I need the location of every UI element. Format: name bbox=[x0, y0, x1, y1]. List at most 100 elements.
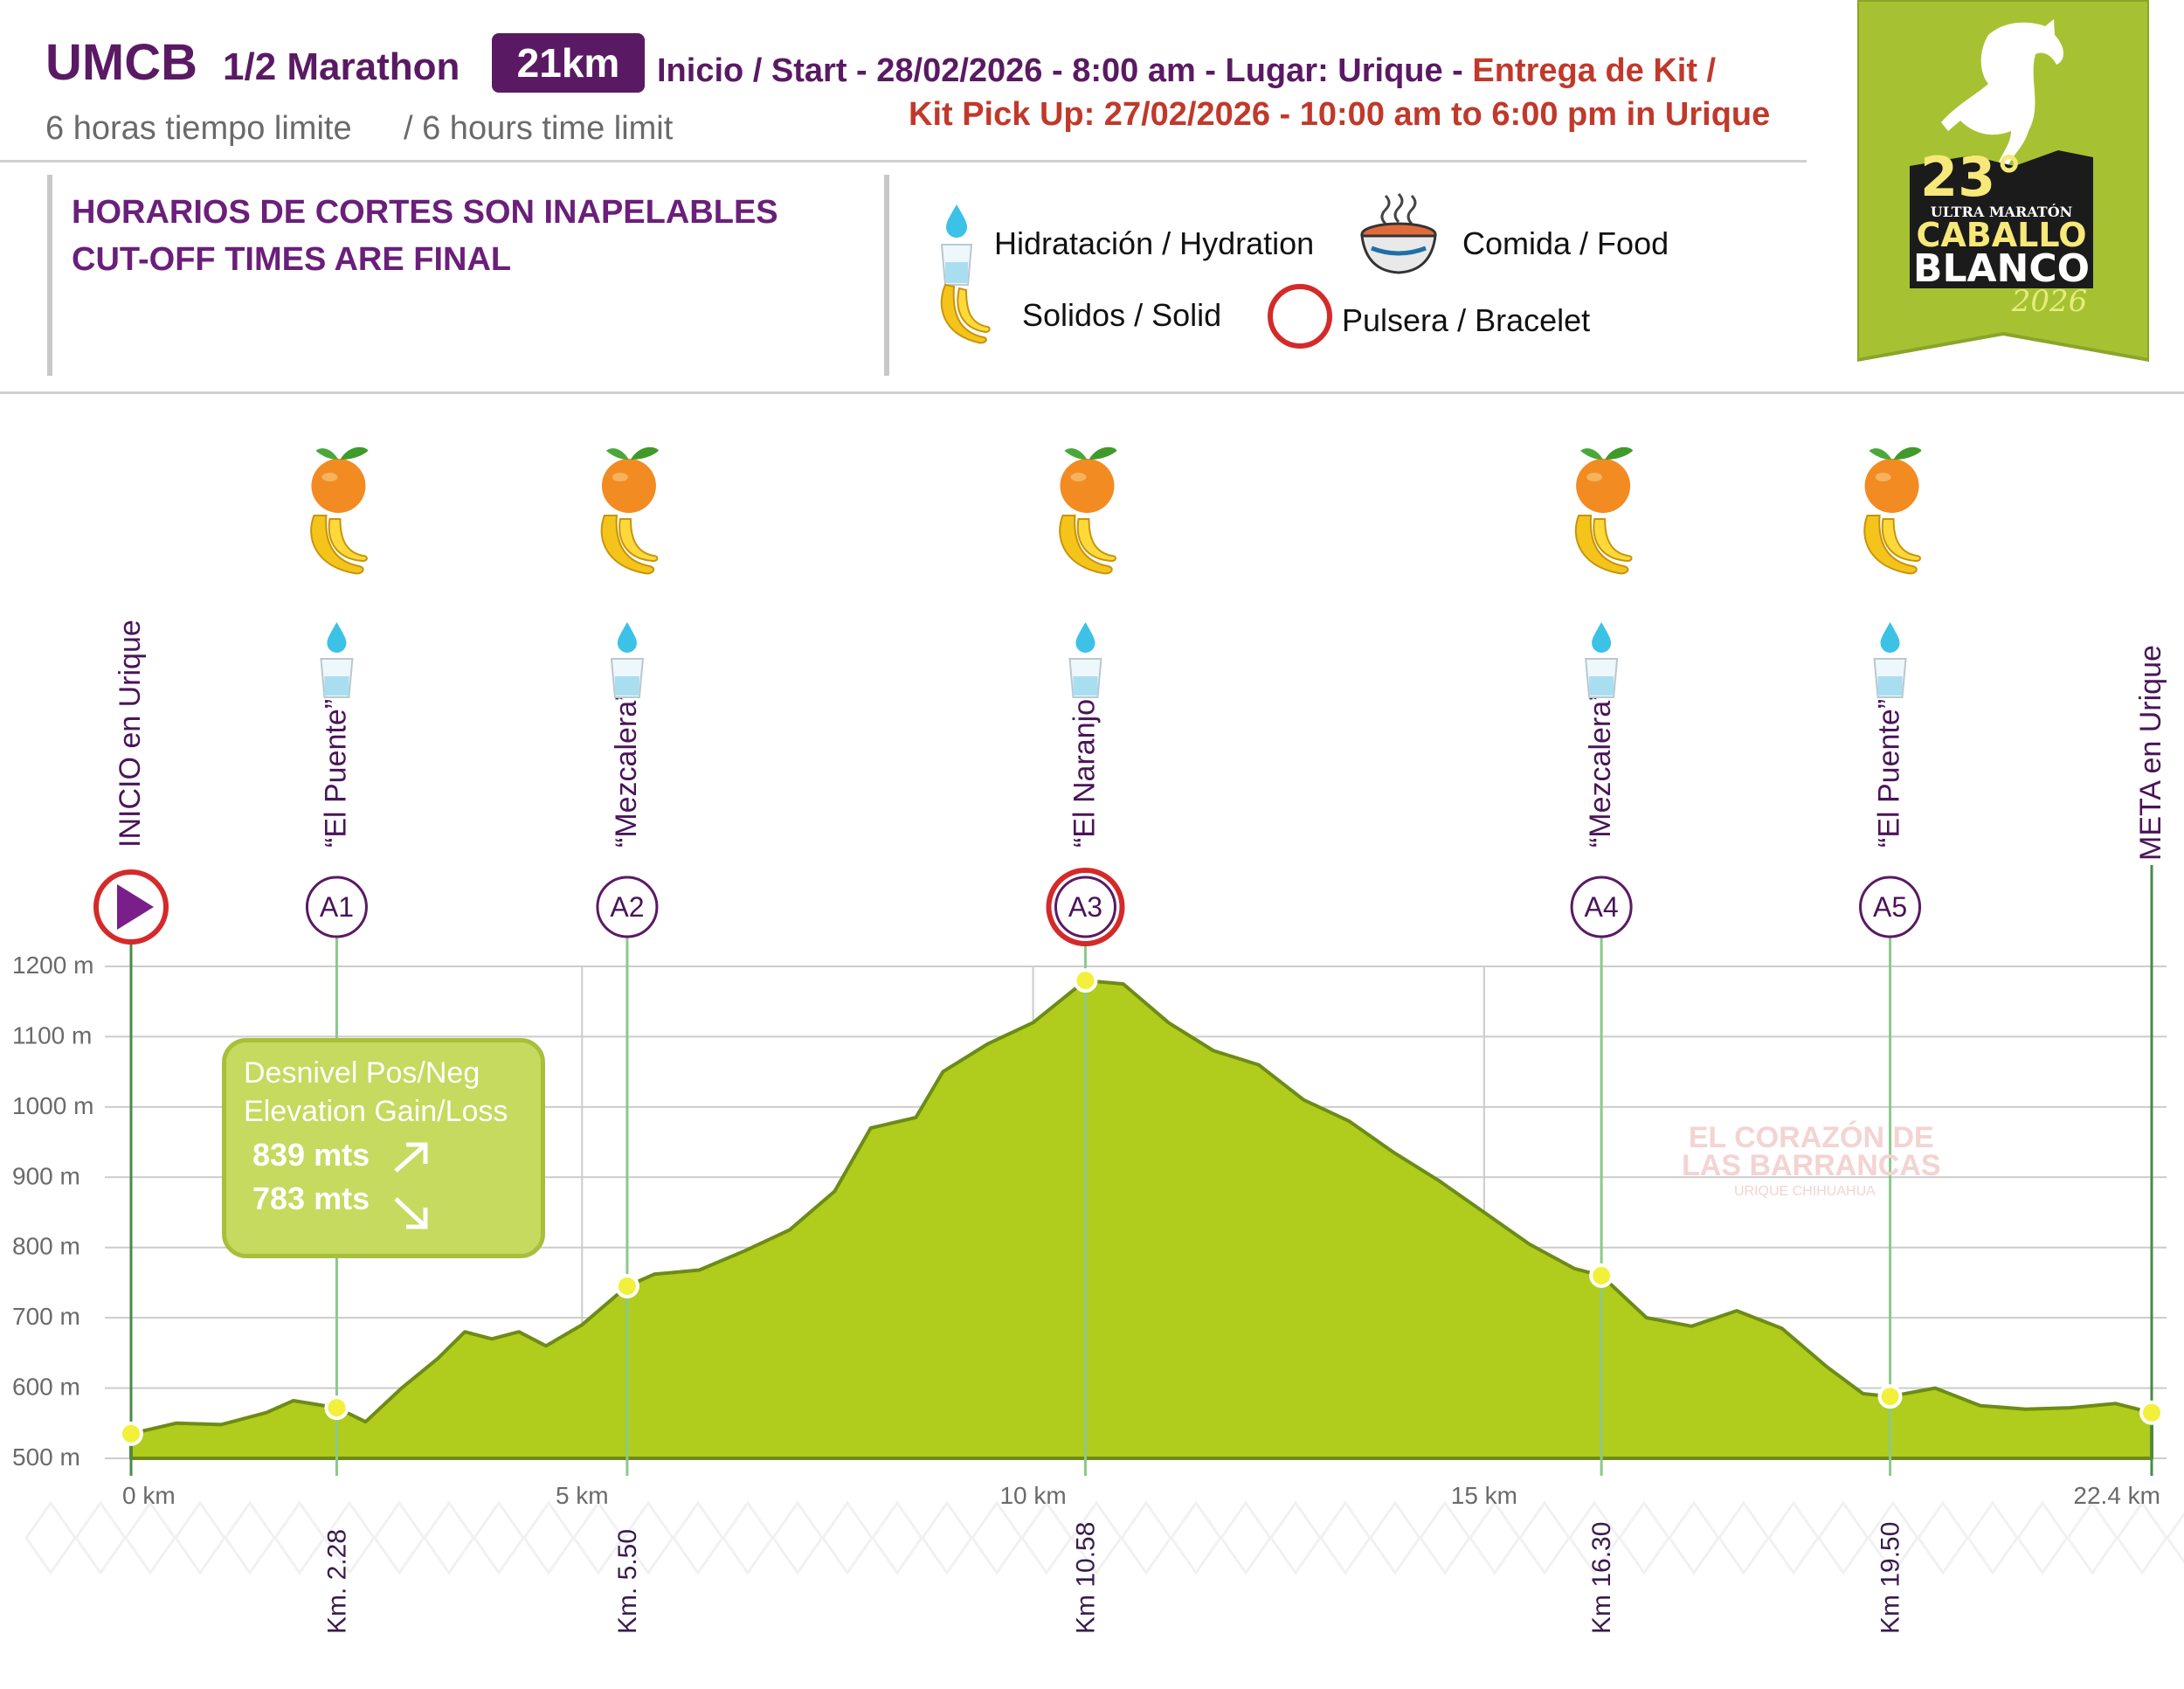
water-level-icon bbox=[1877, 676, 1903, 696]
pattern-diamond bbox=[124, 1500, 176, 1575]
pattern-diamond bbox=[921, 1500, 973, 1575]
bracelet-icon bbox=[1268, 284, 1332, 349]
cutoff-notice-es: HORARIOS DE CORTES SON INAPELABLES bbox=[72, 194, 778, 231]
logo-year: 2026 bbox=[2011, 284, 2088, 319]
pattern-diamond bbox=[1917, 1500, 1969, 1575]
y-tick-label: 500 m bbox=[12, 1443, 80, 1471]
pattern-diamond bbox=[522, 1500, 575, 1575]
watermark-line2: LAS BARRANCAS bbox=[1682, 1149, 1941, 1182]
orange-icon bbox=[1864, 459, 1919, 513]
logo-edition: 23° bbox=[1920, 145, 2022, 209]
y-tick-label: 1000 m bbox=[12, 1092, 93, 1119]
hydration-icon bbox=[940, 204, 973, 286]
race-code: UMCB bbox=[45, 34, 197, 91]
water-level-icon bbox=[614, 676, 639, 696]
pattern-diamond bbox=[1269, 1500, 1322, 1575]
orange-leaf-icon bbox=[1893, 446, 1922, 460]
notice-bar bbox=[47, 175, 52, 376]
banana-icon-2 bbox=[1076, 518, 1116, 563]
legend-hydration: Hidratación / Hydration bbox=[994, 225, 1315, 261]
station-name-label: “Mezcalera” bbox=[610, 691, 643, 848]
kit-pickup-text: Kit Pick Up: 27/02/2026 - 10:00 am to 6:… bbox=[909, 96, 1771, 133]
aid-station-id: A2 bbox=[610, 891, 644, 923]
orange-leaf-icon-2 bbox=[1580, 448, 1604, 460]
race-name: 1/2 Marathon bbox=[223, 45, 460, 88]
pattern-diamond bbox=[1170, 1500, 1222, 1575]
y-axis: 1200 m 1100 m 1000 m 900 m 800 m 700 m 600 m 50… bbox=[12, 952, 93, 1471]
pattern-diamond bbox=[74, 1500, 127, 1575]
orange-icon bbox=[311, 459, 366, 513]
station-name-label: “Mezcalera” bbox=[1584, 691, 1617, 848]
banana-icon bbox=[940, 283, 991, 344]
pattern-diamond bbox=[1220, 1500, 1272, 1575]
station-elevation-dot bbox=[119, 1421, 143, 1446]
legend-food: Comida / Food bbox=[1462, 225, 1669, 261]
orange-leaf-icon bbox=[1089, 446, 1117, 460]
station-km-label: Km 19.50 bbox=[1876, 1522, 1905, 1634]
station-elevation-dot bbox=[2139, 1400, 2164, 1425]
orange-leaf-icon bbox=[1605, 446, 1634, 460]
elevation-title-es: Desnivel Pos/Neg bbox=[244, 1056, 480, 1090]
pattern-diamond bbox=[1668, 1500, 1720, 1575]
pattern-diamond bbox=[1618, 1500, 1670, 1575]
water-level-icon bbox=[1073, 676, 1098, 696]
aid-station-badge bbox=[596, 876, 659, 938]
watermark-sub: URIQUE CHIHUAHUA bbox=[1734, 1184, 1876, 1199]
pattern-diamond bbox=[224, 1500, 276, 1575]
elevation-profile-chart: INICIO en Urique “El Puente” A1 Km. 2.28 “Me… bbox=[12, 446, 2184, 1634]
elevation-loss-value: 783 mts bbox=[252, 1180, 370, 1216]
aid-station-badge bbox=[1570, 876, 1633, 938]
pattern-diamond bbox=[1518, 1500, 1571, 1575]
pattern-diamond bbox=[423, 1500, 475, 1575]
time-limit-en: / 6 hours time limit bbox=[404, 110, 674, 147]
arrow-up-right-icon bbox=[394, 1142, 428, 1173]
pattern-diamond bbox=[2016, 1500, 2069, 1575]
pattern-diamond bbox=[24, 1500, 77, 1575]
start-info: Inicio / Start - 28/02/2026 - 8:00 am - … bbox=[657, 52, 1716, 90]
section-divider bbox=[0, 391, 2184, 394]
watermark-line1: EL CORAZÓN DE bbox=[1688, 1121, 1934, 1154]
legend-solid: Solidos / Solid bbox=[1022, 297, 1222, 333]
pattern-diamond bbox=[1369, 1500, 1421, 1575]
aid-station-badge bbox=[1054, 876, 1116, 938]
cutoff-notice-en: CUT-OFF TIMES ARE FINAL bbox=[72, 241, 512, 278]
background-pattern bbox=[24, 1500, 2184, 1575]
water-drop-icon bbox=[327, 622, 347, 654]
station-km-label: Km. 5.50 bbox=[613, 1529, 642, 1634]
time-limit-es: 6 horas tiempo limite bbox=[45, 110, 352, 147]
orange-highlight bbox=[321, 473, 338, 481]
pattern-diamond bbox=[1020, 1500, 1073, 1575]
x-axis: 0 km 5 km 10 km 15 km 22.4 km bbox=[122, 1482, 2160, 1509]
aid-station-badge bbox=[305, 876, 368, 938]
pattern-diamond bbox=[2066, 1500, 2118, 1575]
station-name-label: META en Urique bbox=[2134, 645, 2167, 861]
pattern-diamond bbox=[1419, 1500, 1471, 1575]
food-icon bbox=[1360, 192, 1437, 274]
orange-icon bbox=[1576, 459, 1631, 513]
watermark: EL CORAZÓN DE LAS BARRANCAS bbox=[1682, 1121, 1941, 1182]
y-tick-label: 800 m bbox=[12, 1233, 80, 1260]
logo-line3: BLANCO bbox=[1913, 246, 2090, 291]
pattern-diamond bbox=[871, 1500, 923, 1575]
x-tick-label: 0 km bbox=[122, 1482, 176, 1509]
orange-highlight bbox=[1070, 473, 1087, 481]
orange-leaf-icon bbox=[340, 446, 369, 460]
x-tick-label: 10 km bbox=[999, 1482, 1066, 1509]
x-tick-label: 15 km bbox=[1451, 1482, 1517, 1509]
water-level-icon bbox=[1589, 676, 1614, 696]
orange-leaf-icon-2 bbox=[315, 448, 339, 460]
pattern-diamond bbox=[1717, 1500, 1770, 1575]
station-name-label: INICIO en Urique bbox=[114, 620, 147, 848]
elevation-gain: 839 mts bbox=[252, 1137, 434, 1174]
orange-leaf-icon-2 bbox=[605, 448, 629, 460]
pattern-diamond bbox=[1966, 1500, 2019, 1575]
banana-icon-2 bbox=[328, 518, 368, 563]
station-name-label: “El Puente” bbox=[1873, 699, 1906, 848]
station-name-label: “El Naranjo” bbox=[1068, 689, 1101, 848]
station-km-label: Km. 2.28 bbox=[322, 1529, 351, 1634]
elevation-gain-value: 839 mts bbox=[252, 1137, 370, 1173]
legend-bracelet: Pulsera / Bracelet bbox=[1342, 302, 1591, 338]
elevation-title-en: Elevation Gain/Loss bbox=[244, 1095, 508, 1128]
y-tick-label: 1200 m bbox=[12, 952, 93, 979]
pattern-diamond bbox=[273, 1500, 326, 1575]
